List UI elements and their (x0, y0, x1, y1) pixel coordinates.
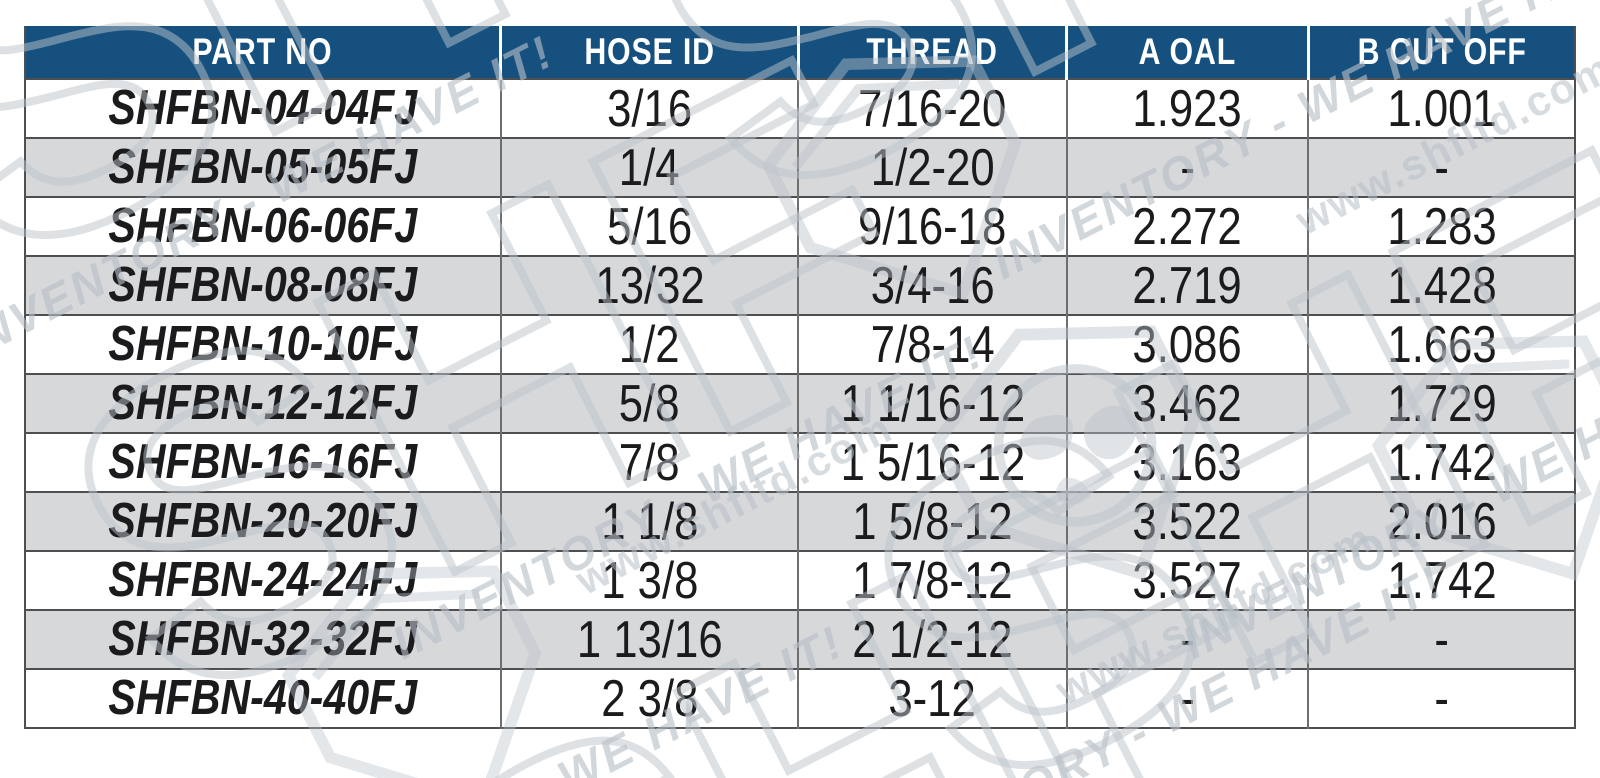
cell-a-oal: - (1065, 137, 1309, 197)
cell-hose-id: 1/2 (499, 314, 799, 374)
cell-a-oal: 3.462 (1065, 373, 1309, 433)
cell-hose-id: 5/16 (499, 196, 799, 256)
cell-a-oal: 3.086 (1065, 314, 1309, 374)
cell-b-cut-off: 1.663 (1307, 314, 1575, 374)
table-row: SHFBN-32-32FJ 1 13/16 2 1/2-12 - - (25, 609, 1575, 669)
cell-hose-id: 2 3/8 (499, 668, 799, 728)
cell-thread: 1 5/16-12 (797, 432, 1067, 492)
cell-thread: 7/16-20 (797, 78, 1067, 138)
cell-a-oal: - (1065, 668, 1309, 728)
table-row: SHFBN-16-16FJ 7/8 1 5/16-12 3.163 1.742 (25, 432, 1575, 492)
cell-part-no: SHFBN-32-32FJ (25, 609, 501, 669)
cell-b-cut-off: - (1307, 668, 1575, 728)
cell-part-no: SHFBN-05-05FJ (25, 137, 501, 197)
cell-hose-id: 1 13/16 (499, 609, 799, 669)
cell-thread: 3/4-16 (797, 255, 1067, 315)
table-row: SHFBN-24-24FJ 1 3/8 1 7/8-12 3.527 1.742 (25, 550, 1575, 610)
cell-part-no: SHFBN-10-10FJ (25, 314, 501, 374)
cell-b-cut-off: 2.016 (1307, 491, 1575, 551)
cell-thread: 2 1/2-12 (797, 609, 1067, 669)
cell-thread: 1 7/8-12 (797, 550, 1067, 610)
cell-hose-id: 3/16 (499, 78, 799, 138)
cell-thread: 1 1/16-12 (797, 373, 1067, 433)
cell-part-no: SHFBN-40-40FJ (25, 668, 501, 728)
cell-hose-id: 1 1/8 (499, 491, 799, 551)
table-row: SHFBN-20-20FJ 1 1/8 1 5/8-12 3.522 2.016 (25, 491, 1575, 551)
cell-a-oal: 3.522 (1065, 491, 1309, 551)
cell-a-oal: 2.272 (1065, 196, 1309, 256)
cell-hose-id: 1/4 (499, 137, 799, 197)
table-row: SHFBN-04-04FJ 3/16 7/16-20 1.923 1.001 (25, 78, 1575, 138)
spec-table-container: PART NO HOSE ID THREAD A OAL B CUT OFF S… (24, 26, 1576, 729)
table-row: SHFBN-06-06FJ 5/16 9/16-18 2.272 1.283 (25, 196, 1575, 256)
table-row: SHFBN-08-08FJ 13/32 3/4-16 2.719 1.428 (25, 255, 1575, 315)
cell-b-cut-off: 1.283 (1307, 196, 1575, 256)
cell-a-oal: - (1065, 609, 1309, 669)
cell-a-oal: 3.527 (1065, 550, 1309, 610)
cell-part-no: SHFBN-12-12FJ (25, 373, 501, 433)
cell-thread: 7/8-14 (797, 314, 1067, 374)
cell-b-cut-off: - (1307, 609, 1575, 669)
cell-part-no: SHFBN-04-04FJ (25, 78, 501, 138)
col-header-hose-id: HOSE ID (500, 26, 800, 79)
cell-part-no: SHFBN-08-08FJ (25, 255, 501, 315)
cell-a-oal: 2.719 (1065, 255, 1309, 315)
col-header-thread: THREAD (798, 26, 1069, 79)
cell-b-cut-off: 1.742 (1307, 432, 1575, 492)
cell-thread: 3-12 (797, 668, 1067, 728)
spec-table: PART NO HOSE ID THREAD A OAL B CUT OFF S… (24, 26, 1576, 729)
cell-hose-id: 1 3/8 (499, 550, 799, 610)
cell-hose-id: 13/32 (499, 255, 799, 315)
cell-part-no: SHFBN-06-06FJ (25, 196, 501, 256)
cell-b-cut-off: - (1307, 137, 1575, 197)
header-row: PART NO HOSE ID THREAD A OAL B CUT OFF (25, 26, 1575, 79)
cell-part-no: SHFBN-20-20FJ (25, 491, 501, 551)
cell-a-oal: 3.163 (1065, 432, 1309, 492)
cell-a-oal: 1.923 (1065, 78, 1309, 138)
table-row: SHFBN-40-40FJ 2 3/8 3-12 - - (25, 668, 1575, 728)
col-header-a-oal: A OAL (1066, 26, 1310, 79)
cell-thread: 1/2-20 (797, 137, 1067, 197)
cell-b-cut-off: 1.729 (1307, 373, 1575, 433)
table-row: SHFBN-12-12FJ 5/8 1 1/16-12 3.462 1.729 (25, 373, 1575, 433)
cell-hose-id: 7/8 (499, 432, 799, 492)
table-row: SHFBN-10-10FJ 1/2 7/8-14 3.086 1.663 (25, 314, 1575, 374)
cell-part-no: SHFBN-16-16FJ (25, 432, 501, 492)
table-row: SHFBN-05-05FJ 1/4 1/2-20 - - (25, 137, 1575, 197)
cell-part-no: SHFBN-24-24FJ (25, 550, 501, 610)
cell-hose-id: 5/8 (499, 373, 799, 433)
cell-b-cut-off: 1.428 (1307, 255, 1575, 315)
cell-thread: 1 5/8-12 (797, 491, 1067, 551)
cell-b-cut-off: 1.001 (1307, 78, 1575, 138)
col-header-b-cut-off: B CUT OFF (1308, 26, 1575, 79)
col-header-part-no: PART NO (25, 26, 503, 79)
cell-thread: 9/16-18 (797, 196, 1067, 256)
cell-b-cut-off: 1.742 (1307, 550, 1575, 610)
